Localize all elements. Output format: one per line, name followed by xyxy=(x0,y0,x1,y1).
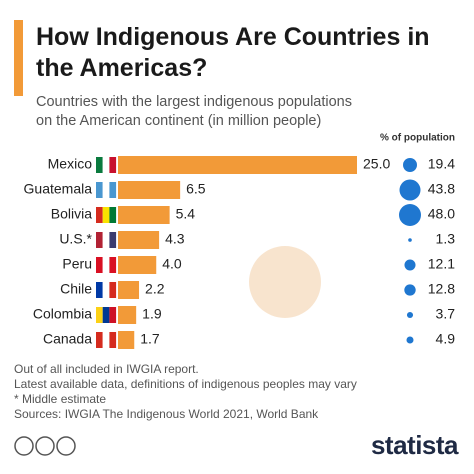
flag xyxy=(96,282,117,298)
flag-stripe xyxy=(96,232,103,248)
category-label: Mexico xyxy=(48,156,93,172)
value-label: 6.5 xyxy=(186,181,206,197)
category-label: Chile xyxy=(60,281,92,297)
share-label: 43.8 xyxy=(428,181,455,197)
share-label: 48.0 xyxy=(428,206,455,222)
flag xyxy=(96,207,117,223)
bar xyxy=(118,156,357,174)
share-label: 12.8 xyxy=(428,281,455,297)
category-label: Peru xyxy=(62,256,92,272)
license-icons xyxy=(14,436,76,456)
accent-bar xyxy=(14,20,23,96)
value-label: 4.3 xyxy=(165,231,185,247)
value-label: 4.0 xyxy=(162,256,182,272)
flag-stripe xyxy=(102,157,110,173)
share-bubble xyxy=(404,284,416,296)
share-bubble xyxy=(404,259,416,271)
map-highlight xyxy=(249,246,321,318)
share-label: 12.1 xyxy=(428,256,455,272)
chart-subtitle: Countries with the largest indigenous po… xyxy=(36,94,352,129)
brand-logo: statista xyxy=(370,430,459,460)
flag-stripe xyxy=(102,182,110,198)
flag-stripe xyxy=(96,307,103,323)
bar xyxy=(118,181,181,199)
share-bubble xyxy=(403,158,417,172)
flag-stripe xyxy=(96,207,103,223)
chart-title: How Indigenous Are Countries in the Amer… xyxy=(36,23,430,82)
share-label: 19.4 xyxy=(428,156,455,172)
flag-stripe xyxy=(96,257,103,273)
note: Out of all included in IWGIA report. xyxy=(14,362,199,376)
flag-stripe xyxy=(109,282,117,298)
bar xyxy=(118,231,160,249)
share-bubble xyxy=(406,336,414,344)
flag xyxy=(96,182,117,198)
flag-stripe xyxy=(96,332,103,348)
flag-stripe xyxy=(102,307,110,323)
share-header: % of population xyxy=(380,133,455,144)
note: Sources: IWGIA The Indigenous World 2021… xyxy=(14,407,319,421)
note: Latest available data, definitions of in… xyxy=(14,377,357,391)
share-bubble xyxy=(408,238,412,242)
share-label: 3.7 xyxy=(436,306,456,322)
flag xyxy=(96,257,117,273)
flag xyxy=(96,307,117,323)
category-label: Guatemala xyxy=(24,181,93,197)
flag-stripe xyxy=(96,157,103,173)
flag-stripe xyxy=(109,232,117,248)
bar xyxy=(118,331,135,349)
value-label: 25.0 xyxy=(363,156,390,172)
share-label: 4.9 xyxy=(436,331,456,347)
flag xyxy=(96,232,117,248)
share-bubble xyxy=(399,204,421,226)
value-label: 1.9 xyxy=(142,306,162,322)
category-label: Bolivia xyxy=(51,206,92,222)
share-bubble xyxy=(406,311,414,319)
flag-stripe xyxy=(109,182,117,198)
bar xyxy=(118,206,170,224)
flag-stripe xyxy=(109,307,117,323)
flag-stripe xyxy=(102,332,110,348)
share-bubble xyxy=(399,179,421,201)
category-label: Colombia xyxy=(33,306,92,322)
flag-stripe xyxy=(109,257,117,273)
category-label: U.S.* xyxy=(59,231,92,247)
category-label: Canada xyxy=(43,331,92,347)
flag-stripe xyxy=(96,282,103,298)
value-label: 2.2 xyxy=(145,281,165,297)
flag-stripe xyxy=(96,182,103,198)
note: * Middle estimate xyxy=(14,392,107,406)
flag-stripe xyxy=(102,282,110,298)
value-label: 1.7 xyxy=(140,331,160,347)
flag-stripe xyxy=(109,207,117,223)
flag-stripe xyxy=(102,257,110,273)
bar xyxy=(118,281,140,299)
value-label: 5.4 xyxy=(176,206,196,222)
bar xyxy=(118,256,157,274)
flag-stripe xyxy=(109,332,117,348)
flag-stripe xyxy=(102,207,110,223)
flag xyxy=(96,157,117,173)
notes: Out of all included in IWGIA report. Late… xyxy=(14,362,357,422)
flag xyxy=(96,332,117,348)
share-label: 1.3 xyxy=(436,231,456,247)
flag-stripe xyxy=(102,232,110,248)
bar xyxy=(118,306,137,324)
flag-stripe xyxy=(109,157,117,173)
